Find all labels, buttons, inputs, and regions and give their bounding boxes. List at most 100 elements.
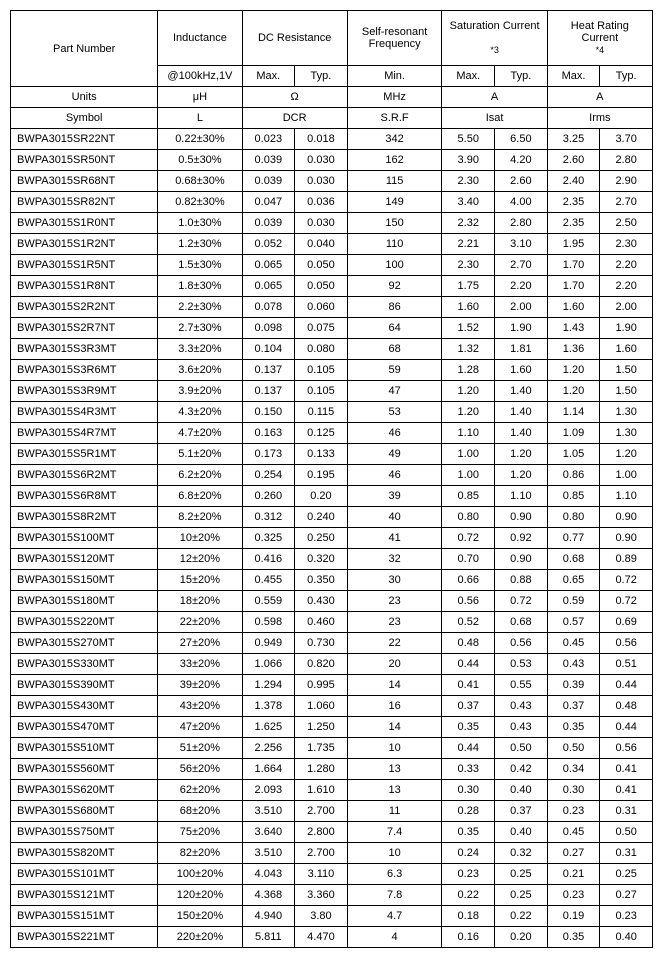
cell-inductance: 3.6±20%	[158, 360, 242, 381]
cell-sat-typ: 0.25	[495, 864, 548, 885]
cell-inductance: 0.82±30%	[158, 192, 242, 213]
units-dcr: Ω	[242, 87, 347, 108]
cell-hr-typ: 2.00	[600, 297, 653, 318]
table-row: BWPA3015S330MT33±20%1.0660.820200.440.53…	[11, 654, 653, 675]
cell-srf: 92	[347, 276, 442, 297]
cell-hr-typ: 1.00	[600, 465, 653, 486]
units-sat: A	[442, 87, 547, 108]
symbol-sat: Isat	[442, 108, 547, 129]
cell-dcr-max: 0.039	[242, 213, 295, 234]
cell-sat-typ: 1.81	[495, 339, 548, 360]
cell-dcr-typ: 0.250	[295, 528, 348, 549]
cell-srf: 4.7	[347, 906, 442, 927]
table-row: BWPA3015S750MT75±20%3.6402.8007.40.350.4…	[11, 822, 653, 843]
cell-sat-typ: 2.80	[495, 213, 548, 234]
cell-dcr-typ: 0.115	[295, 402, 348, 423]
cell-inductance: 82±20%	[158, 843, 242, 864]
symbol-hr: Irms	[547, 108, 652, 129]
cell-sat-max: 0.16	[442, 927, 495, 948]
units-label: Units	[11, 87, 158, 108]
table-row: BWPA3015S3R6MT3.6±20%0.1370.105591.281.6…	[11, 360, 653, 381]
cell-hr-typ: 2.70	[600, 192, 653, 213]
cell-hr-typ: 1.50	[600, 360, 653, 381]
cell-srf: 30	[347, 570, 442, 591]
table-row: BWPA3015S510MT51±20%2.2561.735100.440.50…	[11, 738, 653, 759]
units-srf: MHz	[347, 87, 442, 108]
cell-dcr-max: 3.510	[242, 801, 295, 822]
cell-sat-typ: 6.50	[495, 129, 548, 150]
cell-hr-max: 2.35	[547, 192, 600, 213]
cell-srf: 150	[347, 213, 442, 234]
hdr-hr-typ: Typ.	[600, 66, 653, 87]
cell-sat-max: 5.50	[442, 129, 495, 150]
cell-dcr-max: 0.325	[242, 528, 295, 549]
cell-hr-max: 2.35	[547, 213, 600, 234]
cell-hr-typ: 0.31	[600, 801, 653, 822]
cell-sat-typ: 1.40	[495, 402, 548, 423]
cell-sat-max: 1.20	[442, 402, 495, 423]
cell-dcr-typ: 0.133	[295, 444, 348, 465]
cell-hr-typ: 1.30	[600, 402, 653, 423]
cell-part-number: BWPA3015S390MT	[11, 675, 158, 696]
table-body: BWPA3015SR22NT0.22±30%0.0230.0183425.506…	[11, 129, 653, 948]
cell-dcr-typ: 0.730	[295, 633, 348, 654]
cell-dcr-typ: 0.050	[295, 276, 348, 297]
cell-dcr-typ: 2.700	[295, 843, 348, 864]
cell-inductance: 1.2±30%	[158, 234, 242, 255]
cell-part-number: BWPA3015S101MT	[11, 864, 158, 885]
cell-inductance: 27±20%	[158, 633, 242, 654]
table-row: BWPA3015S221MT220±20%5.8114.47040.160.20…	[11, 927, 653, 948]
cell-sat-typ: 0.43	[495, 696, 548, 717]
table-row: BWPA3015S120MT12±20%0.4160.320320.700.90…	[11, 549, 653, 570]
cell-sat-typ: 0.20	[495, 927, 548, 948]
cell-sat-typ: 2.60	[495, 171, 548, 192]
cell-inductance: 15±20%	[158, 570, 242, 591]
cell-dcr-max: 0.559	[242, 591, 295, 612]
cell-sat-max: 1.28	[442, 360, 495, 381]
cell-hr-typ: 0.48	[600, 696, 653, 717]
hdr-srf: Self-resonant Frequency	[347, 11, 442, 66]
cell-inductance: 62±20%	[158, 780, 242, 801]
cell-hr-max: 0.86	[547, 465, 600, 486]
cell-sat-typ: 0.92	[495, 528, 548, 549]
cell-part-number: BWPA3015S510MT	[11, 738, 158, 759]
cell-sat-typ: 0.37	[495, 801, 548, 822]
cell-sat-max: 1.75	[442, 276, 495, 297]
cell-dcr-max: 1.066	[242, 654, 295, 675]
table-row: BWPA3015S820MT82±20%3.5102.700100.240.32…	[11, 843, 653, 864]
table-row: BWPA3015SR22NT0.22±30%0.0230.0183425.506…	[11, 129, 653, 150]
cell-inductance: 1.8±30%	[158, 276, 242, 297]
cell-hr-typ: 0.41	[600, 759, 653, 780]
cell-part-number: BWPA3015S6R8MT	[11, 486, 158, 507]
cell-inductance: 68±20%	[158, 801, 242, 822]
cell-dcr-max: 0.260	[242, 486, 295, 507]
cell-sat-max: 0.44	[442, 654, 495, 675]
cell-dcr-typ: 0.105	[295, 360, 348, 381]
table-row: BWPA3015S1R8NT1.8±30%0.0650.050921.752.2…	[11, 276, 653, 297]
cell-part-number: BWPA3015S6R2MT	[11, 465, 158, 486]
hdr-dc-resistance: DC Resistance	[242, 11, 347, 66]
cell-sat-max: 2.30	[442, 171, 495, 192]
cell-dcr-typ: 0.060	[295, 297, 348, 318]
hdr-hr-max: Max.	[547, 66, 600, 87]
cell-sat-max: 1.00	[442, 444, 495, 465]
cell-sat-max: 1.00	[442, 465, 495, 486]
table-row: BWPA3015S6R8MT6.8±20%0.2600.20390.851.10…	[11, 486, 653, 507]
table-row: BWPA3015SR82NT0.82±30%0.0470.0361493.404…	[11, 192, 653, 213]
cell-dcr-max: 2.256	[242, 738, 295, 759]
table-row: BWPA3015S101MT100±20%4.0433.1106.30.230.…	[11, 864, 653, 885]
cell-sat-typ: 0.56	[495, 633, 548, 654]
cell-inductance: 39±20%	[158, 675, 242, 696]
cell-dcr-typ: 1.250	[295, 717, 348, 738]
cell-inductance: 3.9±20%	[158, 381, 242, 402]
cell-hr-typ: 0.56	[600, 738, 653, 759]
cell-sat-max: 1.20	[442, 381, 495, 402]
cell-srf: 23	[347, 591, 442, 612]
cell-srf: 68	[347, 339, 442, 360]
cell-part-number: BWPA3015S3R6MT	[11, 360, 158, 381]
cell-part-number: BWPA3015S470MT	[11, 717, 158, 738]
cell-inductance: 75±20%	[158, 822, 242, 843]
cell-part-number: BWPA3015S330MT	[11, 654, 158, 675]
cell-dcr-typ: 0.075	[295, 318, 348, 339]
cell-hr-max: 1.05	[547, 444, 600, 465]
